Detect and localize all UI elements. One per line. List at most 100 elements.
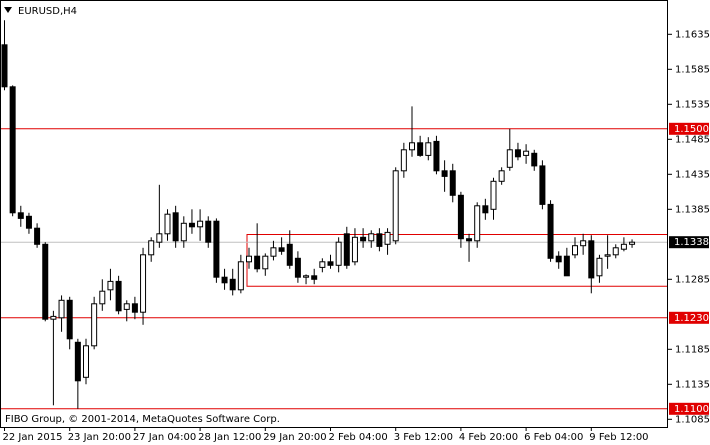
x-tick-label: 28 Jan 12:00 xyxy=(198,432,261,443)
candle-body-down xyxy=(563,255,570,277)
candle-body-up xyxy=(629,241,636,245)
candle-body-up xyxy=(400,149,407,172)
last-price-label: 1.1338 xyxy=(674,237,709,248)
candle-body-down xyxy=(482,205,489,214)
copyright: FIBO Group, © 2001-2014, MetaQuotes Soft… xyxy=(5,414,280,425)
candle-body-up xyxy=(237,261,244,291)
candle-body-down xyxy=(17,212,24,219)
candle-body-down xyxy=(441,170,448,177)
y-tick-label: 1.1435 xyxy=(675,169,710,180)
x-tick-label: 29 Jan 20:00 xyxy=(263,432,326,443)
candle-body-down xyxy=(9,86,16,214)
candle-body-down xyxy=(66,299,73,340)
candle-body-down xyxy=(188,222,195,228)
candle-body-down xyxy=(360,236,367,242)
title-marker xyxy=(4,7,12,13)
candle-body-up xyxy=(123,303,130,310)
candle-body-up xyxy=(523,150,530,156)
x-tick-label: 22 Jan 2015 xyxy=(3,432,63,443)
candle-body-up xyxy=(50,315,57,320)
candle-body-up xyxy=(351,236,358,263)
candle-body-up xyxy=(368,233,375,242)
candle-body-down xyxy=(417,142,424,156)
candle-body-up xyxy=(58,299,65,319)
x-tick-label: 4 Feb 20:00 xyxy=(459,432,518,443)
candle-body-down xyxy=(311,275,318,280)
candle-body-down xyxy=(42,243,49,320)
candle-body-up xyxy=(197,220,204,228)
x-tick-label: 27 Jan 04:00 xyxy=(133,432,196,443)
candle-body-up xyxy=(620,243,627,250)
y-tick-label: 1.1535 xyxy=(675,99,710,110)
candle-body-down xyxy=(466,238,473,242)
y-tick-label: 1.1385 xyxy=(675,204,710,215)
y-tick-label: 1.1085 xyxy=(675,414,710,425)
candle-body-up xyxy=(148,240,155,256)
candle-body-up xyxy=(612,247,619,256)
candle-body-up xyxy=(506,149,513,168)
level-label: 1.1230 xyxy=(674,313,709,324)
candle-body-up xyxy=(425,142,432,156)
plot-border xyxy=(0,0,668,428)
candle-body-up xyxy=(319,261,326,268)
y-tick-label: 1.1635 xyxy=(675,29,710,40)
candle-body-down xyxy=(221,276,228,284)
candle-body-up xyxy=(580,240,587,247)
candle-body-up xyxy=(262,255,269,270)
candle-body-up xyxy=(156,233,163,243)
level-label-box xyxy=(669,122,709,135)
candle-body-down xyxy=(433,140,440,172)
candle-body-up xyxy=(498,170,505,182)
y-tick-label: 1.1285 xyxy=(675,274,710,285)
candle-body-down xyxy=(254,255,261,270)
candle-body-up xyxy=(604,254,611,257)
candle-body-down xyxy=(547,203,554,259)
candle-body-up xyxy=(99,290,106,305)
candle-body-up xyxy=(140,254,147,313)
candle-body-down xyxy=(278,247,285,252)
candle-body-down xyxy=(343,233,350,266)
candle-body-up xyxy=(392,170,399,242)
candle-body-down xyxy=(327,261,334,266)
candle-body-down xyxy=(74,341,81,382)
level-label-box xyxy=(669,311,709,324)
candle-body-down xyxy=(539,165,546,205)
candle-body-down xyxy=(115,280,122,312)
y-tick-label: 1.1585 xyxy=(675,64,710,75)
y-tick-label: 1.1485 xyxy=(675,134,710,145)
candle-body-down xyxy=(588,240,595,279)
candle-body-down xyxy=(229,278,236,291)
candle-body-down xyxy=(555,255,562,263)
candle-body-up xyxy=(270,247,277,257)
level-label-box xyxy=(669,402,709,415)
candle-body-down xyxy=(531,152,538,167)
candle-body-up xyxy=(384,231,391,245)
x-tick-label: 3 Feb 12:00 xyxy=(394,432,453,443)
candle-body-up xyxy=(335,241,342,266)
candle-body-down xyxy=(25,215,32,229)
candle-body-up xyxy=(107,280,114,291)
candle-body-up xyxy=(91,303,98,347)
level-label: 1.1100 xyxy=(674,404,709,415)
chart-title: EURUSD,H4 xyxy=(18,6,77,17)
candle-body-up xyxy=(303,275,310,278)
y-tick-label: 1.1185 xyxy=(675,344,710,355)
candle-body-down xyxy=(449,170,456,196)
plot-area xyxy=(0,20,668,410)
candle-body-down xyxy=(1,44,8,88)
candle-body-up xyxy=(572,245,578,256)
candle-body-up xyxy=(596,257,603,277)
last-price-box xyxy=(669,236,709,249)
candle-body-up xyxy=(474,205,481,242)
candle-body-down xyxy=(286,243,293,266)
candle-body-down xyxy=(213,220,220,278)
x-tick-label: 23 Jan 20:00 xyxy=(68,432,131,443)
candle-body-down xyxy=(376,233,383,247)
x-tick-label: 9 Feb 12:00 xyxy=(589,432,648,443)
candle-body-down xyxy=(294,257,301,278)
candle-body-up xyxy=(246,255,252,263)
candle-body-down xyxy=(131,303,138,313)
candle-body-down xyxy=(172,212,179,242)
